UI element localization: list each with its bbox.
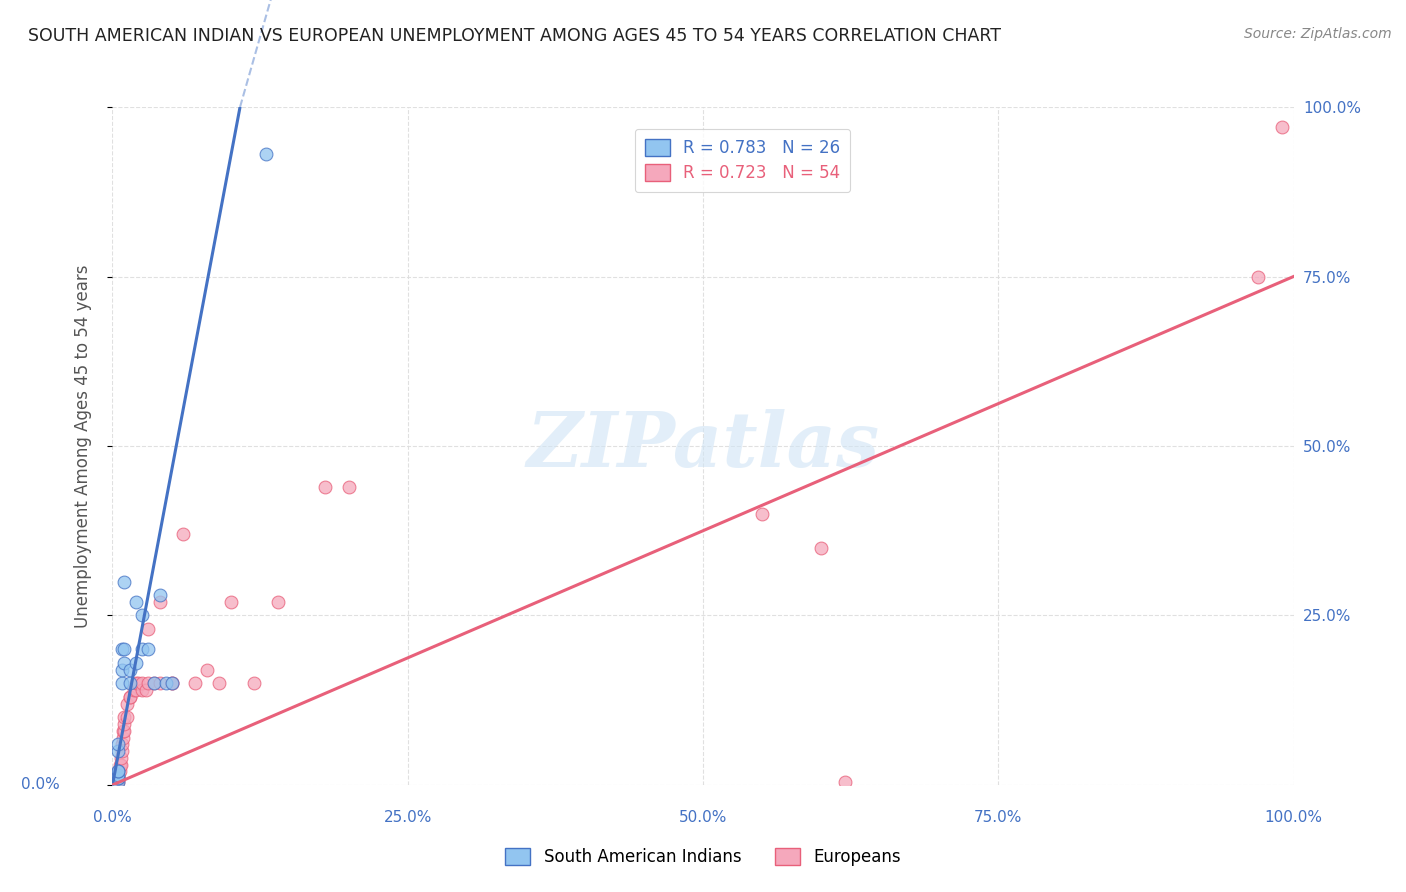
Point — [172, 527, 194, 541]
Point — [107, 771, 129, 785]
Point — [115, 697, 138, 711]
Point — [127, 676, 149, 690]
Point — [107, 764, 129, 779]
Point — [136, 622, 159, 636]
Point — [136, 642, 159, 657]
Point — [155, 676, 177, 690]
Point — [120, 690, 142, 704]
Point — [160, 676, 183, 690]
Point — [125, 683, 148, 698]
Point — [108, 764, 131, 779]
Point — [160, 676, 183, 690]
Point — [110, 757, 132, 772]
Point — [267, 595, 290, 609]
Point — [131, 683, 153, 698]
Point — [110, 751, 132, 765]
Point — [810, 541, 832, 555]
Point — [108, 757, 131, 772]
Point — [219, 595, 242, 609]
Point — [125, 676, 148, 690]
Text: 0.0%: 0.0% — [21, 778, 59, 792]
Point — [105, 774, 128, 789]
Point — [142, 676, 165, 690]
Text: 50.0%: 50.0% — [679, 810, 727, 825]
Point — [112, 642, 135, 657]
Point — [1271, 120, 1294, 135]
Y-axis label: Unemployment Among Ages 45 to 54 years: Unemployment Among Ages 45 to 54 years — [73, 264, 91, 628]
Point — [1247, 269, 1270, 284]
Point — [131, 676, 153, 690]
Point — [125, 656, 148, 670]
Point — [112, 723, 135, 738]
Point — [107, 771, 129, 785]
Point — [160, 676, 183, 690]
Point — [111, 737, 134, 751]
Point — [112, 710, 135, 724]
Point — [112, 717, 135, 731]
Text: SOUTH AMERICAN INDIAN VS EUROPEAN UNEMPLOYMENT AMONG AGES 45 TO 54 YEARS CORRELA: SOUTH AMERICAN INDIAN VS EUROPEAN UNEMPL… — [28, 27, 1001, 45]
Point — [115, 710, 138, 724]
Point — [184, 676, 207, 690]
Point — [107, 768, 129, 782]
Point — [208, 676, 231, 690]
Point — [107, 771, 129, 785]
Point — [142, 676, 165, 690]
Point — [834, 774, 856, 789]
Point — [120, 690, 142, 704]
Point — [337, 480, 360, 494]
Point — [105, 772, 128, 787]
Point — [107, 768, 129, 782]
Text: ZIPatlas: ZIPatlas — [526, 409, 880, 483]
Point — [107, 774, 129, 789]
Point — [111, 744, 134, 758]
Point — [112, 656, 135, 670]
Text: 75.0%: 75.0% — [974, 810, 1022, 825]
Point — [105, 774, 128, 789]
Point — [111, 676, 134, 690]
Point — [314, 480, 336, 494]
Legend: South American Indians, Europeans: South American Indians, Europeans — [498, 840, 908, 875]
Point — [107, 764, 129, 779]
Point — [120, 663, 142, 677]
Point — [131, 608, 153, 623]
Point — [149, 676, 172, 690]
Text: Source: ZipAtlas.com: Source: ZipAtlas.com — [1244, 27, 1392, 41]
Point — [149, 588, 172, 602]
Point — [131, 642, 153, 657]
Point — [112, 731, 135, 745]
Point — [112, 723, 135, 738]
Point — [135, 683, 157, 698]
Text: 25.0%: 25.0% — [384, 810, 432, 825]
Text: 0.0%: 0.0% — [93, 810, 132, 825]
Point — [107, 744, 129, 758]
Point — [107, 768, 129, 782]
Point — [107, 774, 129, 789]
Point — [149, 595, 172, 609]
Point — [105, 771, 128, 785]
Point — [107, 737, 129, 751]
Point — [243, 676, 266, 690]
Point — [111, 663, 134, 677]
Point — [112, 574, 135, 589]
Text: 100.0%: 100.0% — [1264, 810, 1323, 825]
Point — [107, 771, 129, 785]
Point — [136, 676, 159, 690]
Point — [751, 507, 773, 521]
Point — [107, 764, 129, 779]
Point — [111, 642, 134, 657]
Point — [107, 772, 129, 787]
Point — [125, 595, 148, 609]
Point — [195, 663, 218, 677]
Point — [120, 676, 142, 690]
Point — [254, 147, 277, 161]
Legend: R = 0.783   N = 26, R = 0.723   N = 54: R = 0.783 N = 26, R = 0.723 N = 54 — [634, 129, 851, 192]
Point — [122, 683, 145, 698]
